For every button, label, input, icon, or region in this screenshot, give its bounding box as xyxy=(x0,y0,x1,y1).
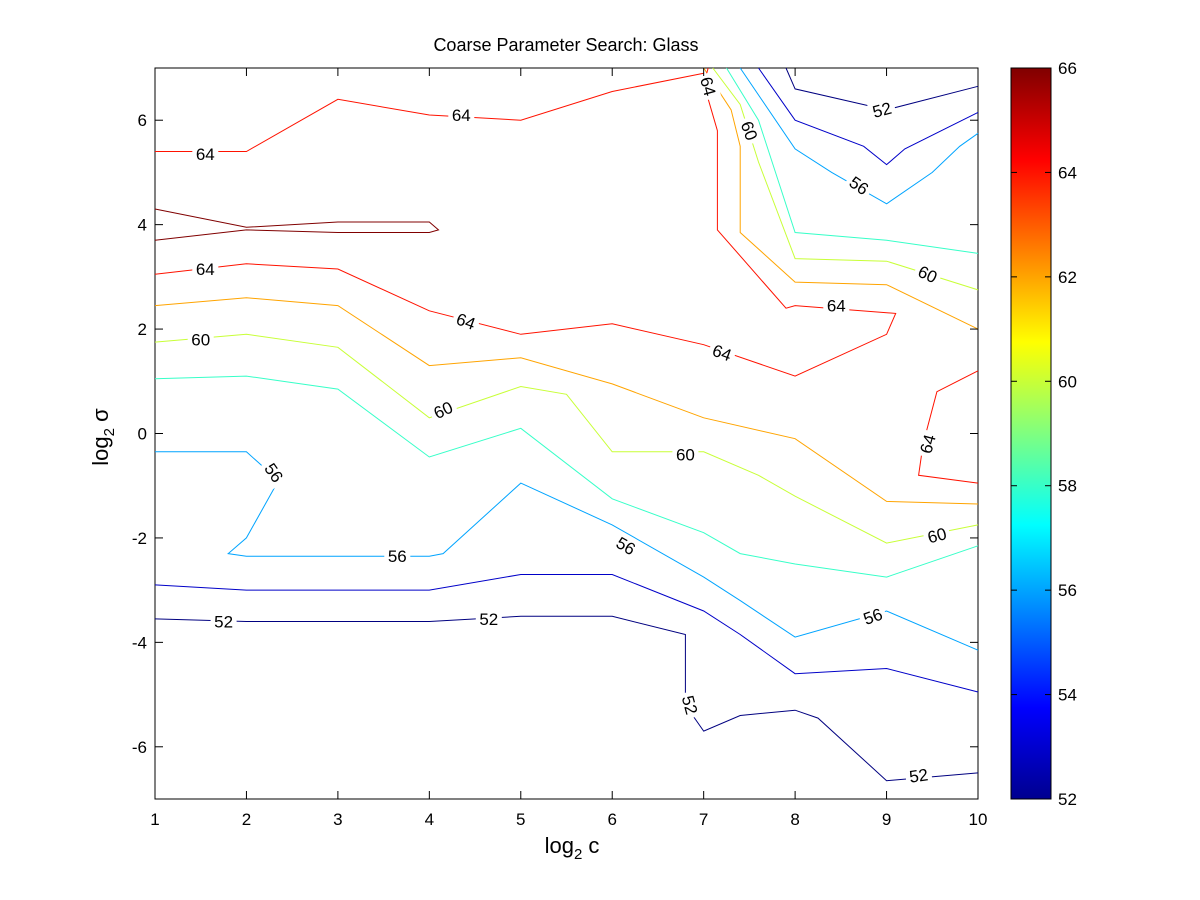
contour-line-64-13 xyxy=(154,67,897,377)
contour-line-58-7 xyxy=(726,67,979,254)
contour-line-62-10 xyxy=(154,297,979,505)
colorbar-tick-label: 66 xyxy=(1058,59,1077,78)
colorbar-ticks: 52 54 56 58 60 62 64 66 xyxy=(1011,59,1077,809)
colorbar-tick-label: 64 xyxy=(1058,163,1077,182)
contour-label-text: 52 xyxy=(479,610,498,629)
y-tick-label: -4 xyxy=(132,633,147,652)
x-axis-ticks: 1 2 3 4 5 6 7 8 9 10 xyxy=(150,68,987,829)
contour-label-text: 52 xyxy=(214,613,233,632)
contour-label-text: 52 xyxy=(908,765,929,786)
contour-label-20: 52 xyxy=(475,608,502,629)
x-axis-label: log2 c xyxy=(545,833,600,863)
contour-line-53-2 xyxy=(154,574,979,693)
contour-label-9: 64 xyxy=(823,295,850,316)
chart-title: Coarse Parameter Search: Glass xyxy=(433,35,698,55)
plot-area xyxy=(154,67,979,800)
contour-label-8: 64 xyxy=(706,338,738,367)
colorbar-tick-label: 54 xyxy=(1058,686,1077,705)
colorbar-tick-label: 58 xyxy=(1058,477,1077,496)
colorbar-tick-label: 52 xyxy=(1058,790,1077,809)
contour-line-58-6 xyxy=(154,375,979,578)
contour-label-1: 64 xyxy=(448,105,475,125)
contour-line-62-11 xyxy=(703,67,979,330)
contour-label-text: 64 xyxy=(917,432,940,455)
colorbar-tick-label: 56 xyxy=(1058,581,1077,600)
y-axis-label: log2 σ xyxy=(88,408,118,466)
x-tick-label: 1 xyxy=(150,810,159,829)
contour-label-23: 52 xyxy=(904,763,933,788)
x-tick-label: 4 xyxy=(425,810,434,829)
contour-label-4: 52 xyxy=(866,96,898,123)
contour-label-14: 64 xyxy=(914,428,941,460)
x-tick-label: 10 xyxy=(969,810,988,829)
colorbar xyxy=(1010,67,1052,800)
contour-label-19: 52 xyxy=(210,611,237,632)
y-axis-ticks: -6 -4 -2 0 2 4 6 xyxy=(132,111,978,757)
contour-label-text: 52 xyxy=(871,99,894,122)
contour-line-56-5 xyxy=(739,67,979,205)
contour-label-text: 56 xyxy=(388,547,407,566)
contour-label-11: 60 xyxy=(187,329,214,350)
x-tick-label: 6 xyxy=(607,810,616,829)
x-tick-label: 3 xyxy=(333,810,342,829)
contour-line-64-12 xyxy=(155,72,704,152)
colorbar-tick-label: 60 xyxy=(1058,372,1077,391)
contour-line-56-4 xyxy=(155,451,979,651)
y-tick-label: 4 xyxy=(138,216,147,235)
contour-label-10: 60 xyxy=(911,259,944,289)
y-tick-label: -6 xyxy=(132,738,147,757)
x-tick-label: 8 xyxy=(790,810,799,829)
contour-lines xyxy=(154,67,979,782)
contour-label-text: 60 xyxy=(925,524,948,547)
contour-label-text: 52 xyxy=(678,694,701,717)
x-tick-label: 9 xyxy=(882,810,891,829)
contour-label-text: 64 xyxy=(827,297,846,316)
contour-label-text: 64 xyxy=(452,106,471,125)
contour-label-2: 64 xyxy=(695,71,722,102)
contour-line-60-9 xyxy=(712,67,979,291)
contour-label-text: 60 xyxy=(676,445,695,464)
contour-line-66-15 xyxy=(154,208,440,241)
x-tick-label: 2 xyxy=(242,810,251,829)
contour-label-0: 64 xyxy=(192,144,219,165)
colorbar-tick-label: 62 xyxy=(1058,268,1077,287)
contour-label-text: 60 xyxy=(191,331,210,350)
contour-label-text: 64 xyxy=(696,75,719,98)
contour-label-16: 56 xyxy=(384,546,411,567)
contour-label-13: 60 xyxy=(672,444,699,465)
contour-label-22: 52 xyxy=(676,689,703,721)
contour-line-53-3 xyxy=(758,67,979,166)
contour-label-text: 64 xyxy=(196,145,215,164)
contour-label-text: 64 xyxy=(196,260,215,279)
contour-label-18: 60 xyxy=(921,522,953,549)
contour-label-3: 60 xyxy=(735,115,764,147)
y-tick-label: 6 xyxy=(138,111,147,130)
x-tick-label: 5 xyxy=(516,810,525,829)
contour-line-60-8 xyxy=(154,333,979,544)
y-tick-label: 0 xyxy=(138,425,147,444)
y-tick-label: -2 xyxy=(132,529,147,548)
contour-label-6: 64 xyxy=(192,259,219,279)
contour-line-52-1 xyxy=(785,67,979,111)
x-tick-label: 7 xyxy=(699,810,708,829)
contour-line-52-0 xyxy=(154,615,979,782)
y-tick-label: 2 xyxy=(138,320,147,339)
